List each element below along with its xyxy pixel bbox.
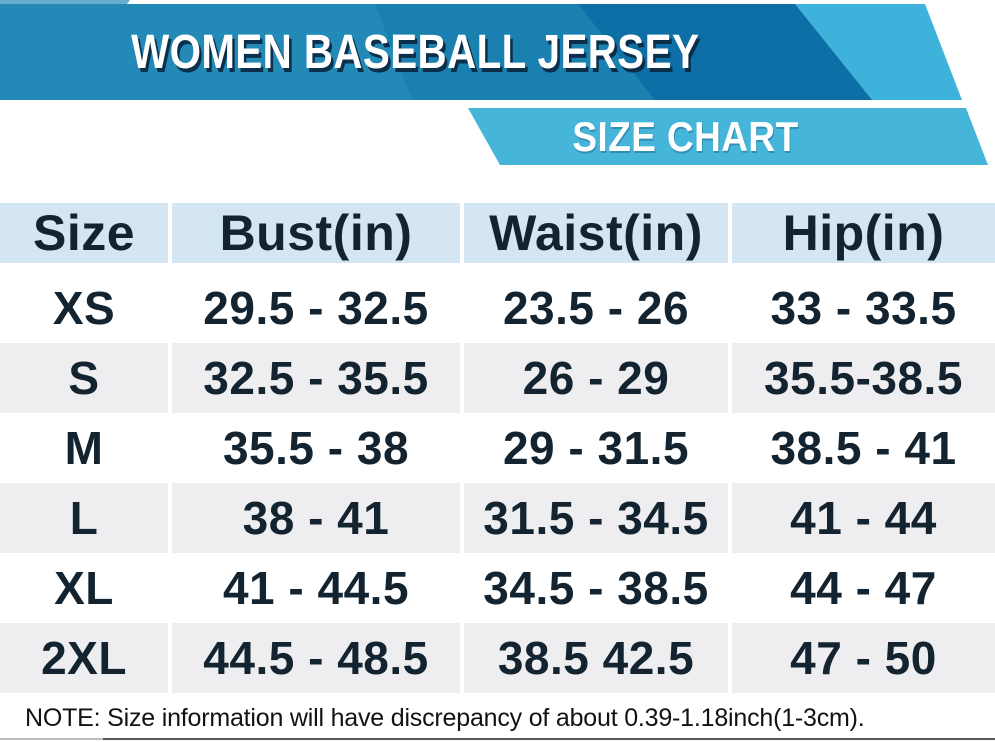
bust-cell: 38 - 41 xyxy=(172,483,460,553)
bust-cell: 32.5 - 35.5 xyxy=(172,343,460,413)
banner-subtitle-container: SIZE CHART xyxy=(500,108,870,165)
banner-title-container: WOMEN BASEBALL JERSEY xyxy=(0,4,830,100)
hip-cell: 35.5-38.5 xyxy=(732,343,995,413)
waist-cell: 23.5 - 26 xyxy=(464,273,728,343)
hip-cell: 33 - 33.5 xyxy=(732,273,995,343)
top-light-strip-shape xyxy=(0,0,130,5)
waist-cell: 29 - 31.5 xyxy=(464,413,728,483)
hip-cell: 44 - 47 xyxy=(732,553,995,623)
header-gap xyxy=(0,263,995,273)
size-cell: XS xyxy=(0,273,168,343)
size-chart-ribbon-shape xyxy=(468,108,988,165)
title-banner-highlight-shape xyxy=(0,4,412,100)
discrepancy-note: NOTE: Size information will have discrep… xyxy=(25,704,865,732)
hip-cell: 41 - 44 xyxy=(732,483,995,553)
header-size: Size xyxy=(0,203,168,263)
table-row-xs: XS 29.5 - 32.5 23.5 - 26 33 - 33.5 xyxy=(0,273,995,343)
bust-cell: 35.5 - 38 xyxy=(172,413,460,483)
waist-cell: 34.5 - 38.5 xyxy=(464,553,728,623)
bust-cell: 44.5 - 48.5 xyxy=(172,623,460,693)
waist-cell: 31.5 - 34.5 xyxy=(464,483,728,553)
size-cell: L xyxy=(0,483,168,553)
size-cell: M xyxy=(0,413,168,483)
bottom-rule xyxy=(0,738,995,740)
header-hip: Hip(in) xyxy=(732,203,995,263)
page-subtitle: SIZE CHART xyxy=(571,112,799,160)
hip-cell: 38.5 - 41 xyxy=(732,413,995,483)
table-row-m: M 35.5 - 38 29 - 31.5 38.5 - 41 xyxy=(0,413,995,483)
page-title: WOMEN BASEBALL JERSEY xyxy=(130,25,700,79)
size-cell: S xyxy=(0,343,168,413)
hip-cell: 47 - 50 xyxy=(732,623,995,693)
table-row-l: L 38 - 41 31.5 - 34.5 41 - 44 xyxy=(0,483,995,553)
size-table: Size Bust(in) Waist(in) Hip(in) XS 29.5 … xyxy=(0,203,995,693)
header-bust: Bust(in) xyxy=(172,203,460,263)
bust-cell: 29.5 - 32.5 xyxy=(172,273,460,343)
size-cell: XL xyxy=(0,553,168,623)
table-row-s: S 32.5 - 35.5 26 - 29 35.5-38.5 xyxy=(0,343,995,413)
size-cell: 2XL xyxy=(0,623,168,693)
table-header-row: Size Bust(in) Waist(in) Hip(in) xyxy=(0,203,995,263)
header-waist: Waist(in) xyxy=(464,203,728,263)
bust-cell: 41 - 44.5 xyxy=(172,553,460,623)
waist-cell: 26 - 29 xyxy=(464,343,728,413)
table-row-xl: XL 41 - 44.5 34.5 - 38.5 44 - 47 xyxy=(0,553,995,623)
bottom-rule-left-segment xyxy=(0,738,103,740)
waist-cell: 38.5 42.5 xyxy=(464,623,728,693)
table-row-2xl: 2XL 44.5 - 48.5 38.5 42.5 47 - 50 xyxy=(0,623,995,693)
